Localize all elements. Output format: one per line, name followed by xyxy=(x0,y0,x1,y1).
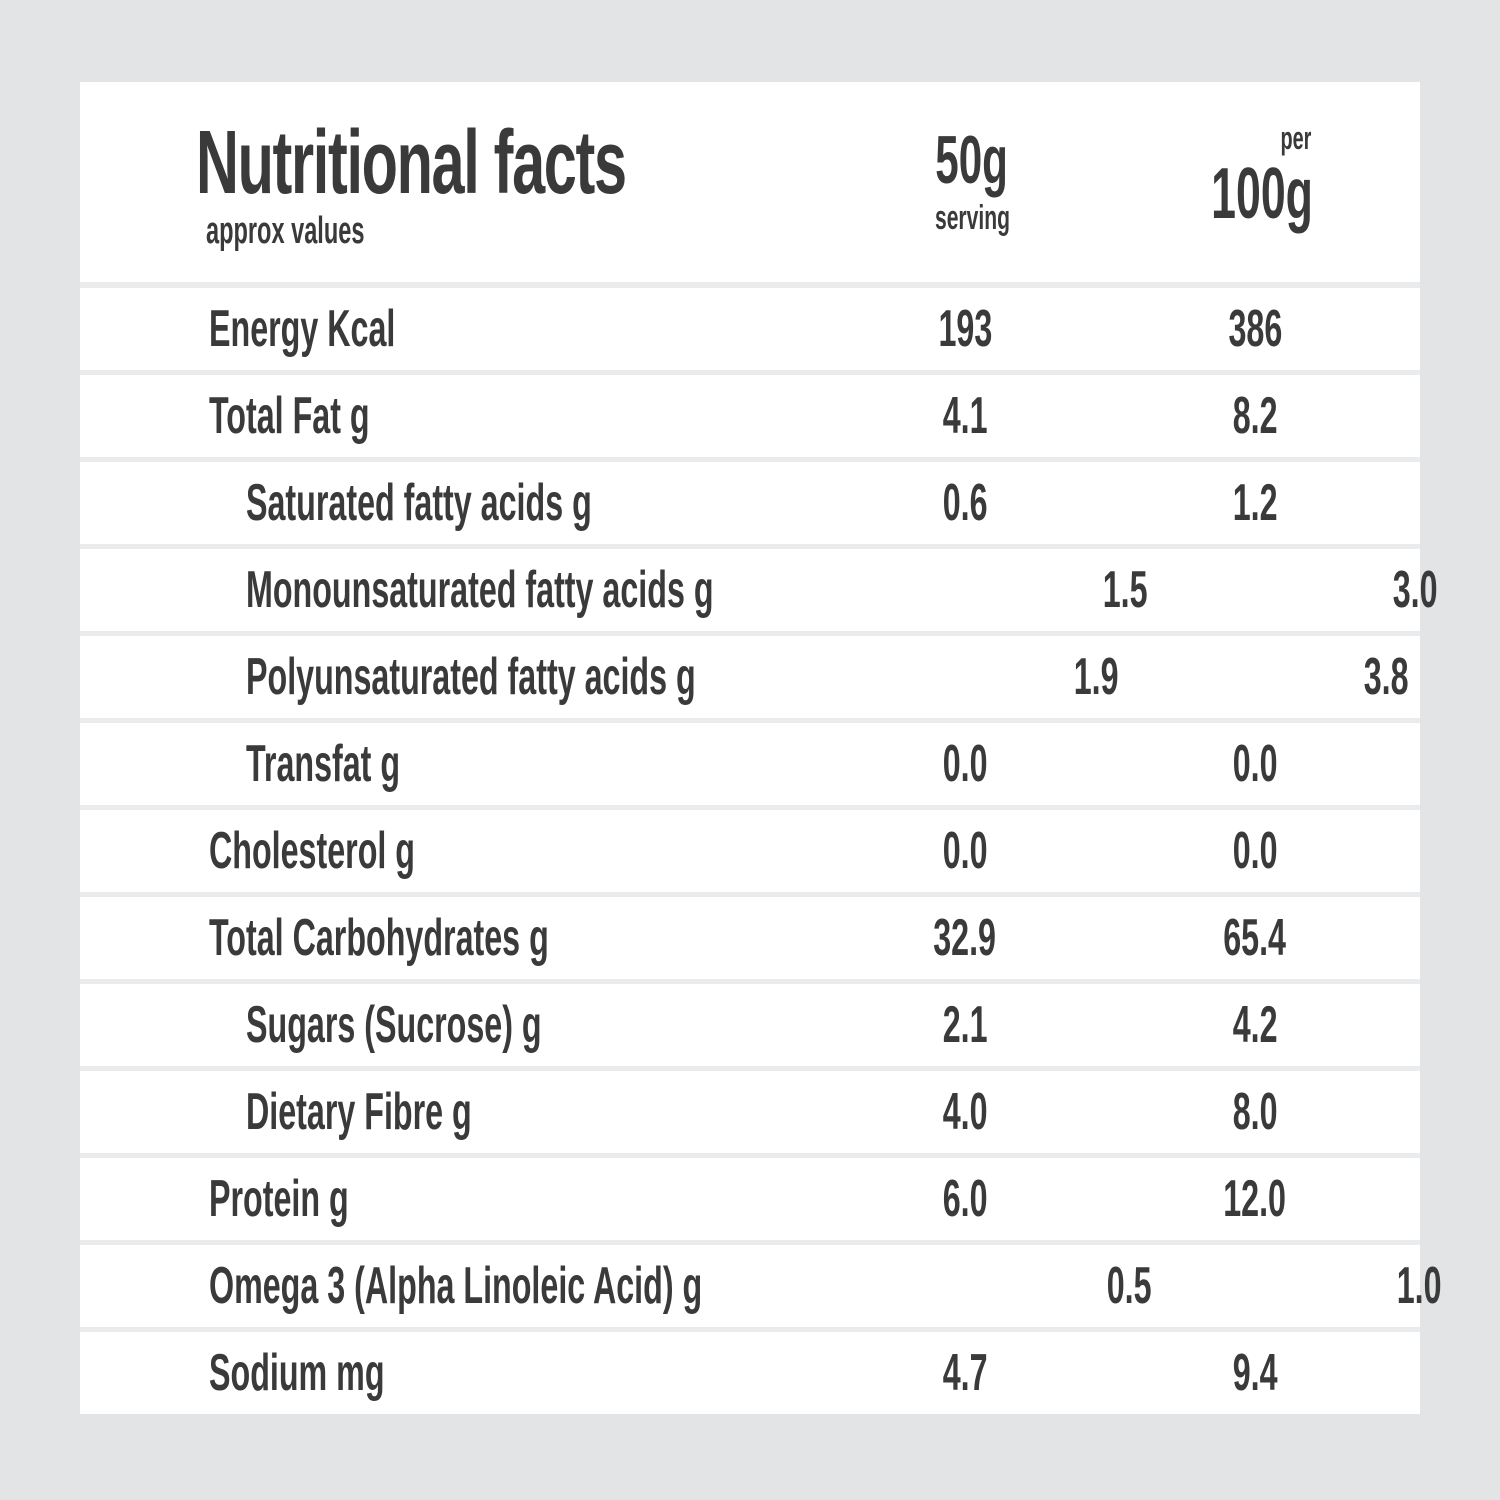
table-row-total-fat: Total Fat g 4.1 8.2 xyxy=(80,375,1420,457)
row-serving-value: 0.5 xyxy=(1107,1257,1152,1315)
serving-caption: serving xyxy=(934,198,1010,237)
row-per100-value: 0.0 xyxy=(1232,735,1278,793)
serving-caption-wrap: serving xyxy=(847,199,1097,238)
row-label: Total Fat g xyxy=(209,387,370,445)
row-label: Protein g xyxy=(209,1170,349,1228)
table-row-protein: Protein g 6.0 12.0 xyxy=(80,1158,1420,1240)
row-per100-value: 65.4 xyxy=(1223,909,1287,967)
row-per100-value: 9.4 xyxy=(1232,1344,1278,1402)
row-label: Dietary Fibre g xyxy=(246,1083,472,1141)
row-per100-value: 4.2 xyxy=(1232,996,1278,1054)
row-label: Sodium mg xyxy=(209,1344,385,1402)
row-per100-value: 3.8 xyxy=(1363,648,1409,706)
table-row-sugars: Sugars (Sucrose) g 2.1 4.2 xyxy=(80,984,1420,1066)
row-serving-value: 4.0 xyxy=(942,1083,988,1141)
per-caption: per xyxy=(1280,120,1312,156)
row-serving-value: 6.0 xyxy=(942,1170,988,1228)
row-serving-value: 32.9 xyxy=(933,909,997,967)
table-row-total-carbohydrates: Total Carbohydrates g 32.9 65.4 xyxy=(80,897,1420,979)
title-block: Nutritional facts approx values xyxy=(80,82,847,282)
row-serving-value: 4.1 xyxy=(942,387,988,445)
table-row-cholesterol: Cholesterol g 0.0 0.0 xyxy=(80,810,1420,892)
row-label: Total Carbohydrates g xyxy=(209,909,549,967)
row-serving-value: 4.7 xyxy=(942,1344,988,1402)
per100-amount-wrap: 100g xyxy=(1097,154,1427,234)
per100-amount: 100g xyxy=(1211,154,1313,234)
table-row-energy: Energy Kcal 193 386 xyxy=(80,288,1420,370)
row-label: Energy Kcal xyxy=(209,300,396,358)
row-serving-value: 2.1 xyxy=(942,996,988,1054)
row-serving-value: 0.0 xyxy=(942,735,988,793)
table-row-polyunsaturated-fat: Polyunsaturated fatty acids g 1.9 3.8 xyxy=(80,636,1420,718)
table-row-sodium: Sodium mg 4.7 9.4 xyxy=(80,1332,1420,1414)
row-serving-value: 193 xyxy=(938,300,992,358)
row-label: Omega 3 (Alpha Linoleic Acid) g xyxy=(209,1257,703,1315)
per-caption-wrap: per xyxy=(1097,122,1427,154)
row-per100-value: 3.0 xyxy=(1392,561,1438,619)
row-label: Polyunsaturated fatty acids g xyxy=(246,648,696,706)
row-per100-value: 8.2 xyxy=(1232,387,1278,445)
row-serving-value: 1.5 xyxy=(1102,561,1148,619)
row-label: Monounsaturated fatty acids g xyxy=(246,561,714,619)
serving-amount: 50g xyxy=(935,122,1009,198)
page-title: Nutritional facts xyxy=(196,113,627,213)
row-serving-value: 1.9 xyxy=(1073,648,1119,706)
row-per100-value: 8.0 xyxy=(1232,1083,1278,1141)
row-serving-value: 0.6 xyxy=(942,474,988,532)
page-subtitle: approx values xyxy=(206,210,365,252)
table-row-saturated-fat: Saturated fatty acids g 0.6 1.2 xyxy=(80,462,1420,544)
row-per100-value: 386 xyxy=(1228,300,1282,358)
table-row-monounsaturated-fat: Monounsaturated fatty acids g 1.5 3.0 xyxy=(80,549,1437,631)
table-row-dietary-fibre: Dietary Fibre g 4.0 8.0 xyxy=(80,1071,1420,1153)
row-per100-value: 1.2 xyxy=(1232,474,1278,532)
row-label: Transfat g xyxy=(246,735,401,793)
table-row-omega3: Omega 3 (Alpha Linoleic Acid) g 0.5 1.0 xyxy=(80,1245,1442,1327)
row-per100-value: 0.0 xyxy=(1232,822,1278,880)
row-per100-value: 12.0 xyxy=(1223,1170,1287,1228)
row-label: Cholesterol g xyxy=(209,822,416,880)
row-serving-value: 0.0 xyxy=(942,822,988,880)
row-per100-value: 1.0 xyxy=(1397,1257,1442,1315)
nutrition-card: Nutritional facts approx values 50g serv… xyxy=(80,82,1442,1414)
table-header: Nutritional facts approx values 50g serv… xyxy=(80,82,1420,282)
row-label: Saturated fatty acids g xyxy=(246,474,592,532)
column-header-serving: 50g serving xyxy=(847,82,1097,282)
column-header-per100: per 100g xyxy=(1097,82,1427,282)
row-label: Sugars (Sucrose) g xyxy=(246,996,542,1054)
table-row-transfat: Transfat g 0.0 0.0 xyxy=(80,723,1420,805)
